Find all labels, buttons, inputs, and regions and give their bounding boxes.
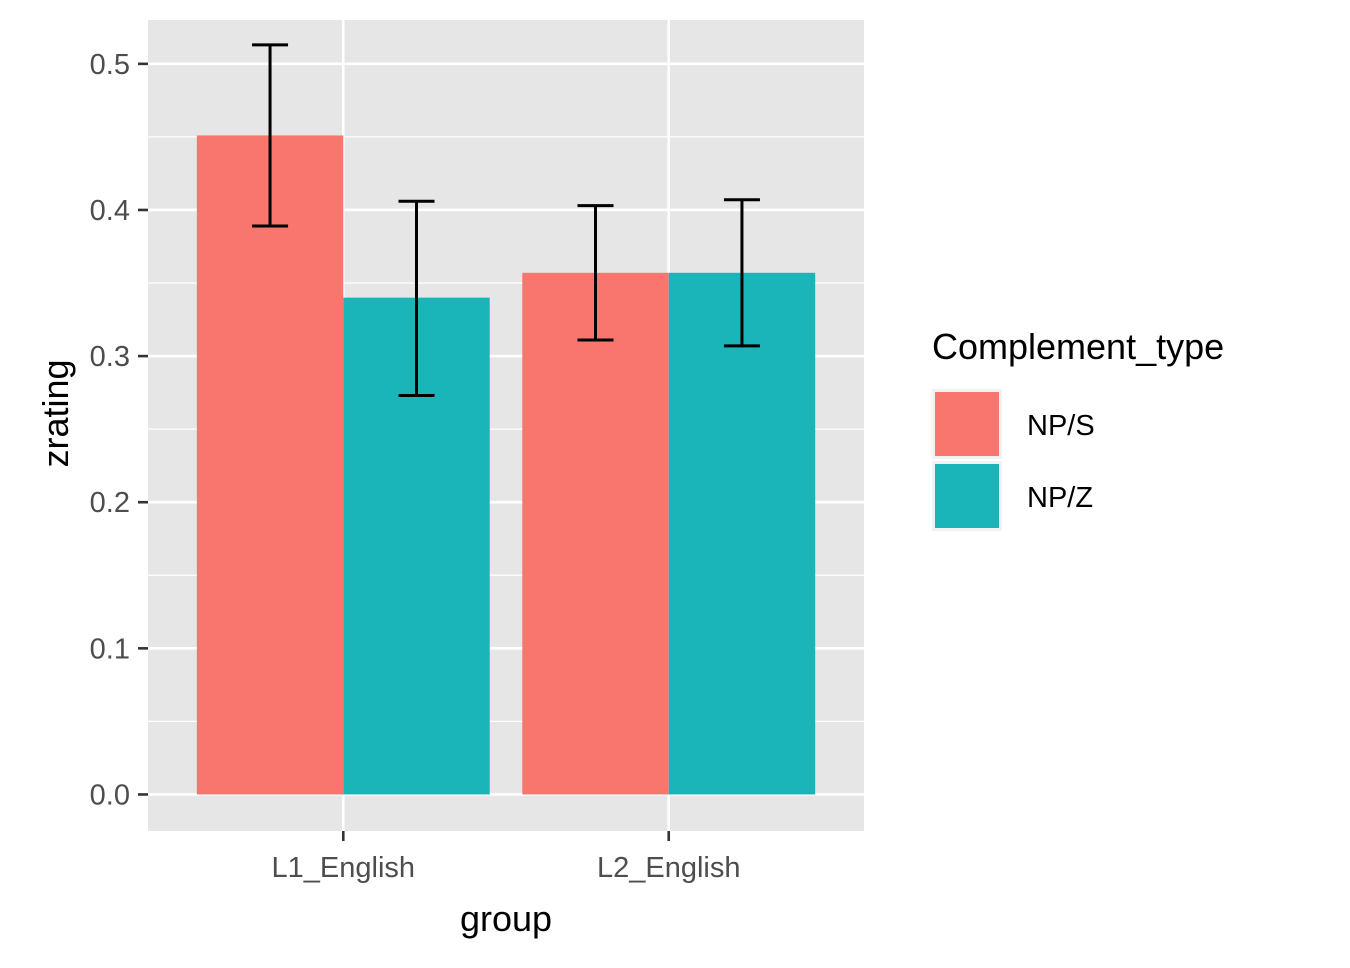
y-axis: 0.0 0.1 0.2 0.3 0.4 0.5 bbox=[90, 49, 148, 811]
y-tick-label: 0.2 bbox=[90, 487, 130, 519]
legend-key-swatch bbox=[935, 392, 999, 456]
legend-title: Complement_type bbox=[932, 326, 1224, 367]
bar bbox=[196, 135, 344, 795]
y-axis-title: zrating bbox=[35, 359, 76, 467]
errorbars-layer bbox=[252, 43, 760, 398]
y-tick-label: 0.0 bbox=[90, 779, 130, 811]
x-tick-label: L2_English bbox=[597, 852, 741, 884]
y-tick-label: 0.5 bbox=[90, 49, 130, 81]
legend-label: NP/S bbox=[1027, 410, 1095, 442]
y-tick-label: 0.1 bbox=[90, 633, 130, 665]
bar bbox=[668, 272, 816, 795]
x-tick-label: L1_English bbox=[272, 852, 416, 884]
legend: Complement_type NP/S NP/Z bbox=[932, 326, 1224, 531]
bar bbox=[522, 272, 669, 795]
y-tick-label: 0.4 bbox=[90, 195, 130, 227]
legend-key-swatch bbox=[935, 464, 999, 528]
x-axis-title: group bbox=[460, 898, 552, 939]
legend-label: NP/Z bbox=[1027, 482, 1093, 514]
x-axis: L1_English L2_English bbox=[272, 831, 741, 884]
y-tick-label: 0.3 bbox=[90, 341, 130, 373]
